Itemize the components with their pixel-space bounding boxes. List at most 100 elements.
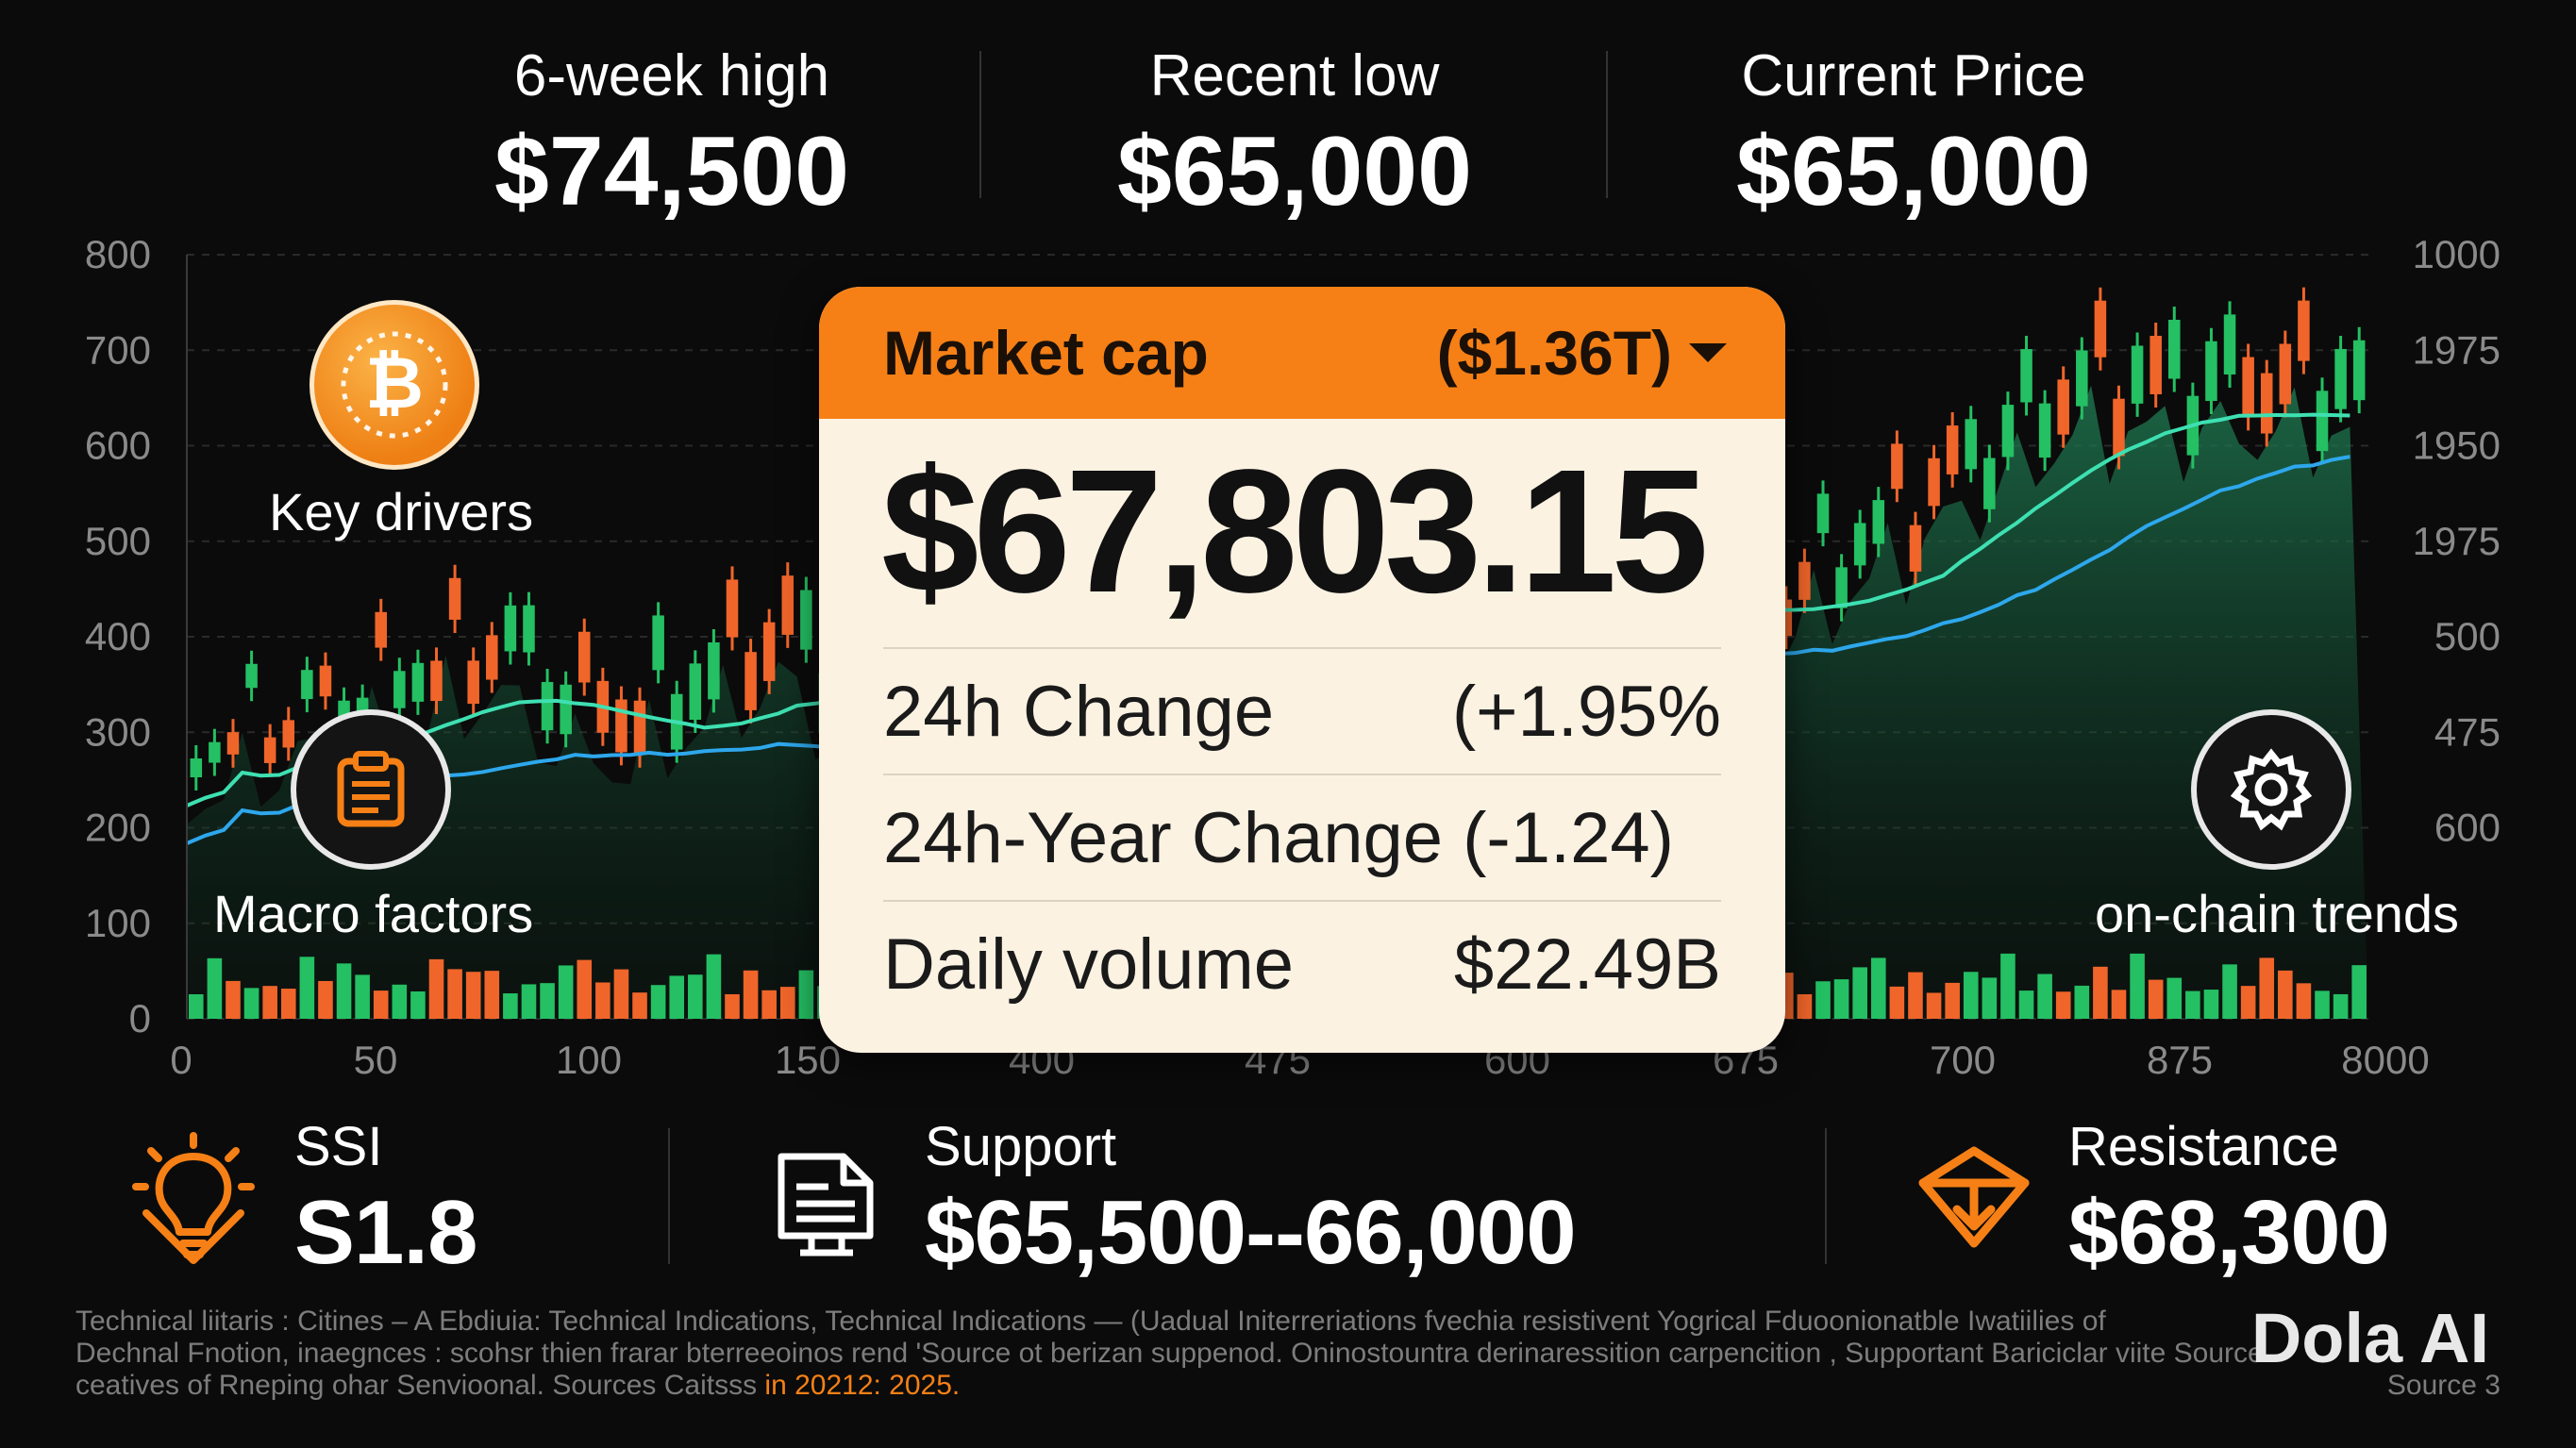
bitcoin-icon: ₿ (309, 300, 479, 470)
candle-body (2168, 319, 2181, 379)
candle-body (319, 665, 332, 697)
stat-label: Current Price (1741, 43, 2086, 108)
candle-body (2057, 379, 2069, 435)
market-cap-label: Market cap (883, 318, 1209, 388)
candle-body (245, 663, 258, 689)
x-tick-label: 875 (2147, 1038, 2213, 1082)
candle-body (2149, 335, 2162, 394)
y-tick-label-right: 475 (2434, 709, 2501, 754)
volume-bar (299, 957, 315, 1019)
footnote-line: Technical liitaris : Citines – A Ebdiuia… (75, 1306, 2106, 1337)
candle-body (1965, 419, 1978, 470)
volume-bar (2093, 966, 2108, 1019)
candle-body (1946, 425, 1959, 474)
volume-bar (410, 990, 426, 1019)
volume-bar (2148, 979, 2164, 1019)
candle-body (708, 641, 720, 700)
volume-bar (392, 984, 408, 1019)
candle-body (393, 671, 406, 708)
candle-body (1835, 567, 1848, 608)
candle-body (2113, 398, 2125, 457)
volume-bar (2130, 953, 2145, 1019)
candle-body (541, 681, 554, 731)
y-tick-label-right: 1950 (2413, 424, 2501, 468)
volume-bar (1797, 993, 1813, 1019)
y-tick-label-left: 500 (85, 519, 151, 563)
volume-bar (1833, 979, 1849, 1019)
candle-body (2038, 403, 2051, 458)
volume-bar (2000, 953, 2016, 1019)
chevron-down-icon[interactable] (1689, 343, 1727, 362)
volume-bar (521, 984, 537, 1019)
candle-body (615, 699, 627, 753)
stat-value: $74,500 (494, 117, 849, 226)
candle-body (1816, 493, 1830, 534)
candle-body (504, 605, 517, 652)
stat-support: Support $65,500--66,000 (925, 1113, 1577, 1285)
candle-body (2094, 300, 2107, 358)
stat-value: $65,000 (1117, 117, 1472, 226)
volume-bar (540, 983, 555, 1019)
volume-bar (2240, 986, 2256, 1019)
candle-body (2298, 300, 2310, 361)
lightbulb-icon (132, 1128, 255, 1274)
row-value: $22.49B (1453, 924, 1721, 1005)
candle-body (1798, 561, 1811, 600)
row-label: Daily volume (883, 924, 1295, 1005)
candle-body (800, 590, 812, 650)
stat-6-week-high: 6-week high $74,500 (408, 36, 936, 226)
candle-body (301, 670, 313, 700)
x-tick-label: 700 (1930, 1038, 1996, 1082)
volume-bar (465, 972, 481, 1019)
volume-bar (207, 957, 223, 1019)
volume-bar (428, 958, 444, 1019)
stat-value: $65,500--66,000 (925, 1182, 1577, 1283)
market-cap-card[interactable]: Market cap ($1.36T) $67,803.15 24h Chang… (819, 287, 1785, 1053)
candle-body (411, 662, 425, 702)
volume-bar (2259, 957, 2275, 1019)
volume-bar (226, 980, 241, 1019)
volume-bar (318, 980, 333, 1019)
volume-bar (243, 988, 259, 1019)
y-tick-label-left: 800 (85, 232, 151, 276)
x-tick-label: 100 (556, 1038, 622, 1082)
volume-bar (725, 993, 740, 1019)
volume-bar (706, 954, 722, 1019)
market-cap-header[interactable]: Market cap ($1.36T) (819, 287, 1785, 419)
volume-bar (336, 963, 352, 1019)
row-label: 24h Change (883, 671, 1275, 752)
volume-bar (669, 975, 685, 1019)
volume-bar (355, 974, 370, 1019)
divider (668, 1128, 670, 1264)
svg-text:₿: ₿ (365, 343, 424, 424)
candle-body (467, 660, 479, 705)
volume-bar (2333, 993, 2349, 1019)
x-tick-label: 50 (354, 1038, 398, 1082)
footnote-year: in 20212: 2025. (764, 1370, 961, 1401)
candle-body (486, 635, 498, 680)
y-tick-label-right: 1000 (2413, 232, 2501, 276)
stat-current-price: Current Price $65,000 (1649, 36, 2178, 226)
candle-body (1891, 443, 1903, 490)
volume-bar (2203, 990, 2219, 1019)
card-row-year-change: 24h-Year Change (-1.24) (883, 774, 1721, 900)
candle-body (1872, 500, 1885, 544)
shield-arrow-icon (1915, 1138, 2032, 1259)
callout-macro-factors: Macro factors (213, 884, 534, 943)
volume-bar (503, 993, 518, 1019)
y-tick-label-left: 700 (85, 327, 151, 372)
stat-value: $65,000 (1736, 117, 2091, 226)
stat-label: Support (925, 1116, 1117, 1177)
y-tick-label-left: 0 (129, 996, 151, 1040)
stat-label: Recent low (1149, 43, 1440, 108)
volume-bar (798, 970, 814, 1019)
volume-bar (280, 989, 296, 1019)
volume-bar (1926, 992, 1942, 1019)
row-label: 24h-Year Change (-1.24) (883, 797, 1674, 878)
y-tick-label-left: 600 (85, 424, 151, 468)
candle-body (577, 631, 591, 683)
x-tick-label: 0 (170, 1038, 192, 1082)
candle-body (633, 700, 646, 755)
volume-bar (1815, 981, 1831, 1019)
footnote-line: Dechnal Fnotion, inaegnces : scohsr thie… (75, 1338, 2264, 1369)
